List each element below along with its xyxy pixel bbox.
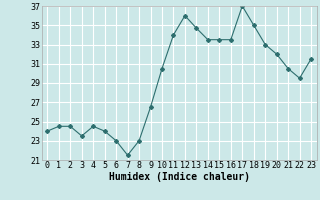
- X-axis label: Humidex (Indice chaleur): Humidex (Indice chaleur): [109, 172, 250, 182]
